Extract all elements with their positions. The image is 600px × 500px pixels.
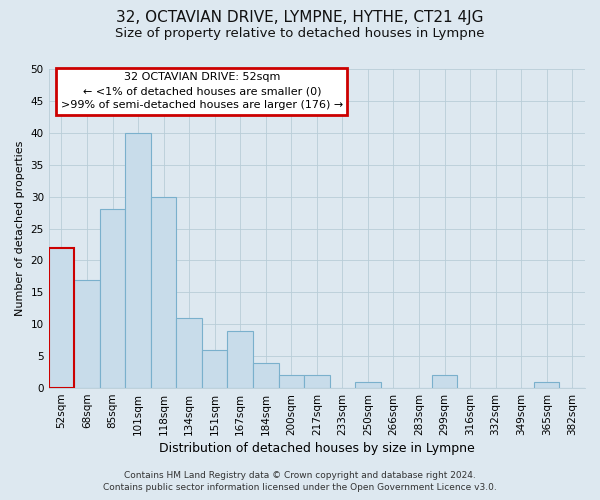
X-axis label: Distribution of detached houses by size in Lympne: Distribution of detached houses by size …: [159, 442, 475, 455]
Y-axis label: Number of detached properties: Number of detached properties: [15, 141, 25, 316]
Bar: [100, 210, 125, 388]
Bar: [253, 362, 278, 388]
Bar: [151, 196, 176, 388]
Bar: [432, 376, 457, 388]
Text: Contains HM Land Registry data © Crown copyright and database right 2024.
Contai: Contains HM Land Registry data © Crown c…: [103, 471, 497, 492]
Bar: [74, 280, 100, 388]
Text: 32 OCTAVIAN DRIVE: 52sqm
← <1% of detached houses are smaller (0)
>99% of semi-d: 32 OCTAVIAN DRIVE: 52sqm ← <1% of detach…: [61, 72, 343, 110]
Bar: [534, 382, 559, 388]
Bar: [125, 133, 151, 388]
Bar: [49, 248, 74, 388]
Bar: [304, 376, 329, 388]
Bar: [278, 376, 304, 388]
Text: Size of property relative to detached houses in Lympne: Size of property relative to detached ho…: [115, 28, 485, 40]
Bar: [202, 350, 227, 388]
Text: 32, OCTAVIAN DRIVE, LYMPNE, HYTHE, CT21 4JG: 32, OCTAVIAN DRIVE, LYMPNE, HYTHE, CT21 …: [116, 10, 484, 25]
Bar: [227, 330, 253, 388]
Bar: [176, 318, 202, 388]
Bar: [355, 382, 380, 388]
